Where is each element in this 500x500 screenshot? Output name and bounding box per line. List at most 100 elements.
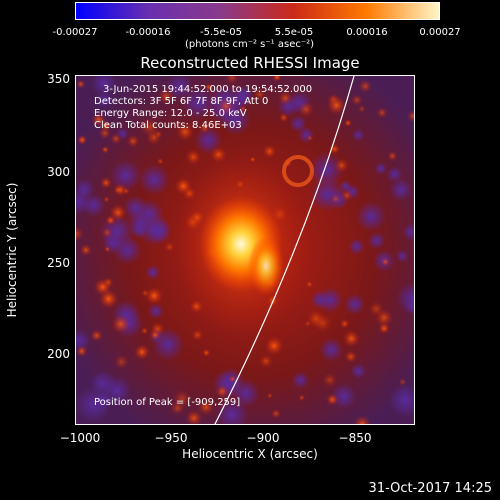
emission-blob <box>157 87 175 105</box>
peak-position: Position of Peak = [-909,259] <box>94 397 241 408</box>
colorbar-unit-label: (photons cm⁻² s⁻¹ asec⁻²) <box>185 39 315 50</box>
negative-blob <box>215 397 249 424</box>
emission-blob <box>380 257 391 267</box>
emission-blob <box>139 117 160 137</box>
emission-blob <box>266 392 273 399</box>
emission-blob <box>134 344 150 361</box>
emission-blob <box>113 354 130 370</box>
x-tick: −850 <box>338 431 372 445</box>
emission-blob <box>330 193 341 204</box>
emission-blob <box>104 245 111 253</box>
detectors: Detectors: 3F 5F 6F 7F 8F 9F, Att 0 <box>94 96 269 107</box>
colorbar <box>75 2 440 20</box>
negative-blob <box>374 162 388 175</box>
emission-blob <box>298 393 306 402</box>
emission-blob <box>175 122 195 142</box>
colorbar-tick: -0.00016 <box>125 27 171 38</box>
emission-blob <box>322 372 338 388</box>
emission-blob <box>76 345 88 358</box>
emission-blob <box>99 176 113 189</box>
emission-blob <box>224 76 240 85</box>
negative-blob <box>91 76 117 96</box>
negative-blob <box>297 126 315 144</box>
x-axis-label: Heliocentric X (arcsec) <box>182 447 318 461</box>
emission-blob <box>185 148 202 166</box>
emission-blob <box>77 134 88 145</box>
emission-blob <box>353 415 372 424</box>
emission-blob <box>272 76 282 82</box>
emission-blob <box>277 90 293 106</box>
emission-blob <box>113 183 127 197</box>
secondary-source <box>248 236 284 296</box>
y-tick: 200 <box>47 347 70 361</box>
emission-blob <box>156 157 164 165</box>
y-tick: 300 <box>47 165 70 179</box>
emission-blob <box>191 328 204 342</box>
emission-blob <box>297 101 315 118</box>
negative-blob <box>388 384 414 417</box>
negative-blob <box>310 290 329 309</box>
negative-blob <box>389 178 413 201</box>
emission-blob <box>264 336 284 356</box>
negative-blob <box>181 86 215 120</box>
negative-blob <box>148 303 164 320</box>
y-tick: 350 <box>47 72 70 86</box>
negative-blob <box>309 151 345 187</box>
negative-blob <box>81 193 106 217</box>
emission-blob <box>76 79 86 89</box>
emission-blob <box>326 393 339 406</box>
colorbar-tick: 0.00027 <box>419 27 461 38</box>
emission-blob <box>105 215 116 226</box>
emission-blob <box>259 354 273 369</box>
negative-blob <box>350 363 367 379</box>
emission-blob <box>398 377 407 387</box>
emission-blob <box>306 280 313 288</box>
emission-blob <box>202 348 211 357</box>
negative-blob <box>145 264 161 280</box>
timestamp: 31-Oct-2017 14:25 <box>368 481 492 496</box>
emission-blob <box>91 112 107 128</box>
emission-blob <box>185 409 203 424</box>
colorbar-tick: 5.5e-05 <box>274 27 314 38</box>
negative-blob <box>110 160 142 191</box>
plot-title: Reconstructed RHESSI Image <box>140 54 360 72</box>
emission-blob <box>358 79 373 93</box>
emission-blob <box>312 313 333 333</box>
emission-blob <box>101 226 113 239</box>
negative-blob <box>367 231 386 250</box>
time-range: 3-Jun-2015 19:44:52.000 to 19:54:52.000 <box>103 84 313 95</box>
emission-blob <box>271 408 281 419</box>
emission-blob <box>344 350 358 363</box>
negative-blob <box>351 128 365 142</box>
emission-blob <box>140 327 149 335</box>
emission-blob <box>341 189 353 202</box>
emission-blob <box>90 329 103 342</box>
negative-blob <box>395 249 409 263</box>
colorbar-tick: -0.00027 <box>52 27 98 38</box>
y-tick: 250 <box>47 256 70 270</box>
emission-blob <box>101 145 110 154</box>
emission-blob <box>144 286 164 305</box>
emission-blob <box>172 389 192 409</box>
negative-blob <box>122 195 148 221</box>
emission-blob <box>126 134 140 148</box>
negative-blob <box>102 376 131 405</box>
negative-blob <box>339 179 352 193</box>
emission-blob <box>262 144 277 159</box>
x-tick: −1000 <box>59 431 101 445</box>
solar-limb <box>214 76 355 424</box>
emission-blob <box>110 132 122 145</box>
negative-blob <box>343 293 366 316</box>
emission-blob <box>228 375 237 383</box>
emission-blob <box>357 104 366 113</box>
emission-blob <box>98 289 119 309</box>
emission-blob <box>350 94 363 106</box>
negative-blob <box>348 238 365 255</box>
emission-blob <box>339 318 350 329</box>
colorbar-tick: 0.00016 <box>346 27 388 38</box>
emission-blob <box>326 95 347 116</box>
emission-blob <box>141 289 150 297</box>
colorbar-tick: -5.5e-05 <box>200 27 242 38</box>
emission-blob <box>204 83 213 92</box>
negative-blob <box>386 166 403 183</box>
